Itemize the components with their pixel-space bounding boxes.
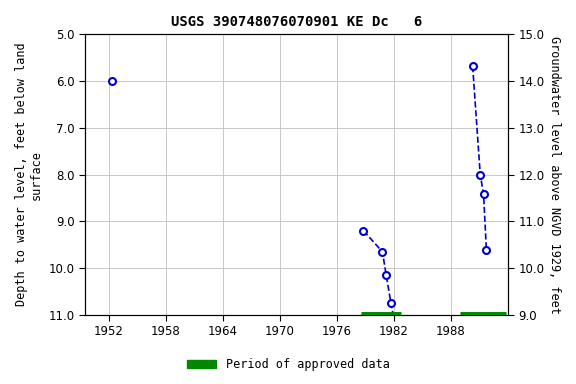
Title: USGS 390748076070901 KE Dc   6: USGS 390748076070901 KE Dc 6 xyxy=(171,15,422,29)
Y-axis label: Groundwater level above NGVD 1929, feet: Groundwater level above NGVD 1929, feet xyxy=(548,36,561,313)
Y-axis label: Depth to water level, feet below land
surface: Depth to water level, feet below land su… xyxy=(15,43,43,306)
Legend: Period of approved data: Period of approved data xyxy=(182,354,394,376)
